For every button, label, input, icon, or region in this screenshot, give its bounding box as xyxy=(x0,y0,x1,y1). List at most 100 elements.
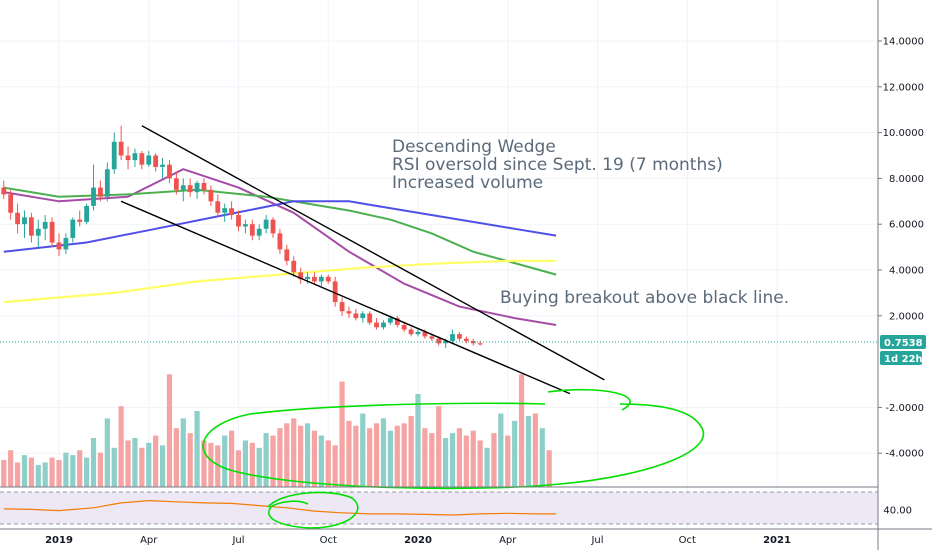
candle-body xyxy=(298,272,304,280)
candle-body xyxy=(208,189,214,202)
candle-body xyxy=(194,182,200,193)
candles xyxy=(1,125,483,348)
candle-body xyxy=(374,322,379,328)
candle-body xyxy=(339,302,345,312)
volume-bar xyxy=(180,418,186,487)
rsi-panel xyxy=(0,491,878,525)
candle-body xyxy=(111,141,117,170)
time-label: Apr xyxy=(499,535,517,546)
rsi-ellipse-mark xyxy=(267,491,359,529)
annotation-breakout: Buying breakout above black line. xyxy=(500,288,789,308)
price-axis-background xyxy=(878,0,932,550)
candle-body xyxy=(139,153,145,165)
volume-bar xyxy=(153,435,159,487)
annotation-line-2: RSI oversold since Sept. 19 (7 months) xyxy=(392,155,723,175)
candle-body xyxy=(312,276,317,282)
volume-bar xyxy=(263,433,269,487)
volume-bar xyxy=(422,428,428,487)
candle-body xyxy=(77,219,83,222)
candle-body xyxy=(360,313,366,319)
candle-body xyxy=(1,187,7,195)
volume-bar xyxy=(14,462,21,487)
moving-average-ma_long xyxy=(3,200,557,253)
time-axis-ticks: 2019 Apr Jul Oct 2020 Apr Jul Oct 2021 xyxy=(45,535,791,546)
volume-bar xyxy=(118,406,124,487)
candle-body xyxy=(201,182,207,190)
volume-bar xyxy=(235,450,242,487)
price-tick-label: -2.0000 xyxy=(885,403,924,414)
volume-bar xyxy=(380,418,387,487)
candle-body xyxy=(15,212,20,225)
volume-bar xyxy=(332,445,338,487)
volume-bar xyxy=(146,442,152,487)
volume-bar xyxy=(90,438,97,487)
candle-body xyxy=(42,221,48,229)
volume-bar xyxy=(111,447,117,487)
volume-bar xyxy=(353,425,359,487)
price-tick-label: 12.0000 xyxy=(883,82,924,93)
candle-body xyxy=(443,340,449,344)
candle-body xyxy=(325,276,331,282)
volume-bar xyxy=(325,440,331,487)
volume-bar xyxy=(449,433,456,487)
candle-body xyxy=(305,276,310,280)
price-tick-label: -4.0000 xyxy=(885,449,924,460)
volume-bar xyxy=(1,460,7,487)
volume-bar xyxy=(125,440,131,487)
volume-bar xyxy=(277,428,283,487)
candle-body xyxy=(332,281,338,303)
price-badge: 0.7538 xyxy=(880,335,926,349)
volume-bar xyxy=(518,374,525,487)
candle-body xyxy=(222,208,228,213)
volume-bar xyxy=(339,381,345,487)
candle-body xyxy=(263,219,269,229)
candle-body xyxy=(477,343,483,345)
candle-body xyxy=(167,164,172,179)
price-tick-label: 6.0000 xyxy=(889,220,924,231)
horizontal-gridlines xyxy=(0,40,878,454)
volume-bar xyxy=(311,430,318,487)
volume-bar xyxy=(484,447,490,487)
candle-body xyxy=(236,215,241,227)
volume-bar xyxy=(21,455,28,487)
countdown-badge: 1d 22h xyxy=(880,351,923,365)
trendline xyxy=(120,200,571,395)
annotation-line-3: Increased volume xyxy=(392,173,543,193)
volume-bar xyxy=(8,450,14,487)
moving-average-ma_200 xyxy=(3,259,557,304)
volume-bar xyxy=(139,447,145,487)
volume-bar xyxy=(360,413,366,487)
volume-bar xyxy=(415,393,421,487)
countdown-badge-bg xyxy=(880,351,922,365)
volume-bar xyxy=(318,435,324,487)
candle-body xyxy=(277,233,283,250)
volume-bar xyxy=(546,450,552,487)
price-tick-label: 2.0000 xyxy=(889,311,924,322)
time-label: 2021 xyxy=(763,535,791,546)
candle-body xyxy=(187,185,193,193)
volume-bar xyxy=(394,425,400,487)
volume-bar xyxy=(270,435,276,487)
volume-bar xyxy=(97,452,104,487)
volume-bar xyxy=(512,420,518,487)
volume-bar xyxy=(304,423,311,487)
candle-body xyxy=(118,141,124,156)
volume-ellipse-mark xyxy=(202,388,705,490)
candle-body xyxy=(270,219,276,234)
candle-body xyxy=(256,228,262,236)
volume-bar xyxy=(429,433,435,487)
volume-bar xyxy=(132,438,138,487)
candle-body xyxy=(381,322,386,328)
volume-bar xyxy=(201,440,207,487)
volume-bar xyxy=(532,413,538,487)
candle-body xyxy=(436,338,442,344)
candle-body xyxy=(457,334,462,339)
volume-bar xyxy=(525,415,532,487)
trendline xyxy=(141,125,605,381)
candle-body xyxy=(35,228,41,236)
volume-bar xyxy=(456,428,463,487)
candle-body xyxy=(28,217,34,236)
candle-body xyxy=(98,187,103,197)
candle-body xyxy=(318,276,324,282)
hand-drawn-marks xyxy=(202,388,705,529)
